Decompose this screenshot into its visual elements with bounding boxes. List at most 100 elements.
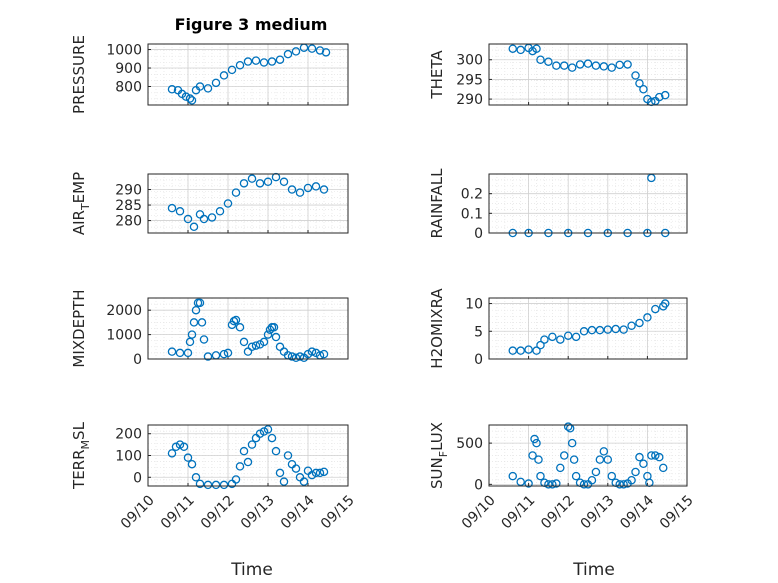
data-point — [203, 84, 213, 93]
data-point — [183, 453, 193, 462]
data-point — [532, 438, 541, 448]
data-point — [319, 467, 329, 477]
data-point — [591, 61, 601, 70]
data-point — [187, 96, 197, 105]
data-point — [247, 342, 257, 352]
axes-frame — [147, 173, 349, 234]
data-point — [552, 479, 561, 488]
data-point — [243, 457, 253, 467]
data-point — [223, 348, 233, 358]
axes-frame — [147, 297, 349, 360]
data-point — [611, 324, 620, 334]
y-tick-label: 285 — [115, 198, 142, 214]
data-point — [556, 463, 565, 473]
data-point — [319, 185, 329, 194]
data-point — [279, 477, 289, 486]
data-point — [530, 434, 539, 444]
data-point — [271, 332, 281, 342]
data-point — [203, 480, 213, 490]
data-point — [181, 92, 191, 101]
data-point — [207, 213, 217, 222]
y-tick-label: 200 — [115, 427, 142, 443]
axes-frame — [488, 173, 688, 234]
data-point — [307, 44, 317, 53]
x-tick-label: 09/10 — [459, 492, 499, 532]
x-tick-label: 09/12 — [538, 492, 578, 532]
data-point — [219, 349, 229, 359]
y-tick-label: 0 — [474, 352, 483, 368]
data-point — [269, 323, 279, 332]
data-point — [508, 346, 518, 355]
x-tick-label: 09/15 — [318, 492, 358, 532]
y-axis-label: MIXDEPTH — [70, 289, 88, 367]
data-point — [607, 63, 617, 72]
data-point — [271, 446, 281, 456]
axes-frame — [488, 43, 688, 106]
data-point — [307, 347, 317, 356]
data-point — [195, 298, 205, 308]
data-point — [524, 479, 533, 488]
data-point — [295, 188, 305, 197]
data-point — [319, 349, 329, 359]
x-tick-label: 09/14 — [278, 492, 318, 532]
subplot-theta: 290 295 300 THETA — [428, 43, 688, 108]
data-point — [563, 331, 573, 340]
data-point — [655, 452, 664, 462]
data-point — [548, 480, 557, 489]
data-point — [223, 199, 233, 208]
data-point — [651, 304, 660, 314]
data-point — [587, 325, 597, 335]
y-axis-label: H2OMIXRA — [428, 288, 446, 369]
data-point — [660, 90, 670, 100]
y-tick-label: 900 — [115, 61, 142, 77]
data-point — [175, 348, 185, 358]
axes-frame — [488, 424, 688, 487]
data-point — [569, 455, 579, 464]
data-point — [231, 188, 241, 197]
data-point — [643, 313, 652, 322]
data-point — [287, 352, 297, 361]
data-point — [229, 316, 239, 326]
data-point — [167, 449, 177, 458]
x-tick-label: 09/12 — [198, 492, 238, 532]
data-point — [211, 480, 221, 490]
data-point — [243, 347, 253, 356]
data-point — [591, 467, 601, 477]
data-point — [536, 471, 545, 481]
data-point — [311, 182, 321, 191]
y-axis-label: TERRMSL — [70, 421, 92, 490]
y-tick-label: 0.1 — [461, 206, 483, 222]
data-point — [615, 480, 624, 489]
y-axis-label: RAINFALL — [428, 168, 446, 239]
data-point — [579, 480, 589, 489]
data-point — [231, 475, 241, 484]
data-point — [275, 55, 285, 64]
y-tick-label: 100 — [115, 449, 142, 465]
data-point — [295, 352, 305, 361]
data-point — [189, 318, 199, 327]
data-point — [267, 433, 277, 443]
data-point — [299, 477, 309, 486]
y-tick-label: 500 — [456, 436, 483, 452]
data-point — [639, 459, 648, 468]
data-point — [508, 471, 518, 481]
data-point — [219, 71, 229, 80]
data-point — [167, 203, 177, 213]
axes-frame — [147, 43, 349, 106]
data-point — [516, 477, 525, 487]
data-point — [251, 56, 261, 65]
subplot-pressure: 800 900 1000 PRESSURE — [70, 35, 349, 114]
data-point — [536, 340, 545, 350]
data-point — [571, 471, 581, 481]
data-point — [627, 475, 636, 485]
data-point — [167, 85, 177, 94]
data-point — [619, 325, 628, 334]
data-point — [516, 346, 525, 355]
y-tick-label: 0 — [474, 226, 483, 242]
data-point — [595, 455, 605, 464]
data-point — [251, 433, 261, 443]
data-point — [263, 177, 273, 187]
data-point — [556, 335, 565, 344]
